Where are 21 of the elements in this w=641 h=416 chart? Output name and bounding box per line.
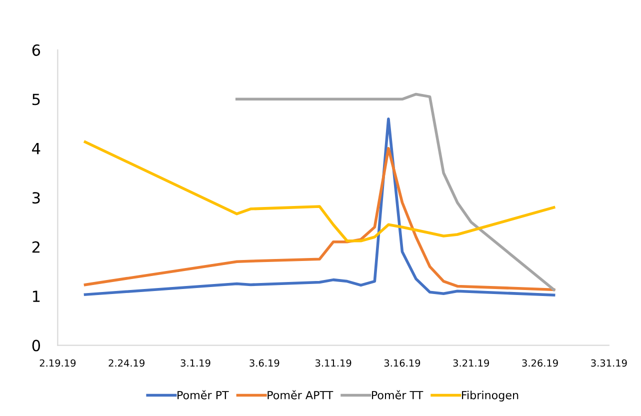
x-tick-label: 3.16.19 (384, 359, 420, 367)
x-tick-label: 3.6.19 (250, 359, 280, 367)
x-tick-label: 3.21.19 (453, 359, 490, 367)
y-tick-label: 4 (32, 143, 40, 154)
x-tick-label: 3.26.19 (522, 359, 558, 367)
x-tick-label: 2.24.19 (108, 359, 144, 367)
y-tick-label: 3 (32, 192, 40, 204)
y-tick-label: 1 (32, 290, 40, 302)
y-tick-label: 6 (32, 44, 40, 56)
y-tick-label: 5 (32, 94, 40, 106)
y-tick-label: 2 (32, 241, 40, 253)
line-series (235, 92, 556, 292)
legend-label: Poměr PT (178, 390, 229, 400)
legend-label: Fibrinogen (462, 390, 518, 402)
x-tick-label: 3.31.19 (591, 359, 627, 367)
x-tick-label: 3.11.19 (316, 359, 352, 367)
legend-label: Poměr TT (372, 390, 424, 400)
x-tick-label: 2.19.19 (40, 359, 76, 367)
y-tick-label: 0 (32, 340, 40, 352)
legend-label: Poměr APTT (268, 390, 334, 400)
x-tick-label: 3.1.19 (180, 359, 210, 367)
